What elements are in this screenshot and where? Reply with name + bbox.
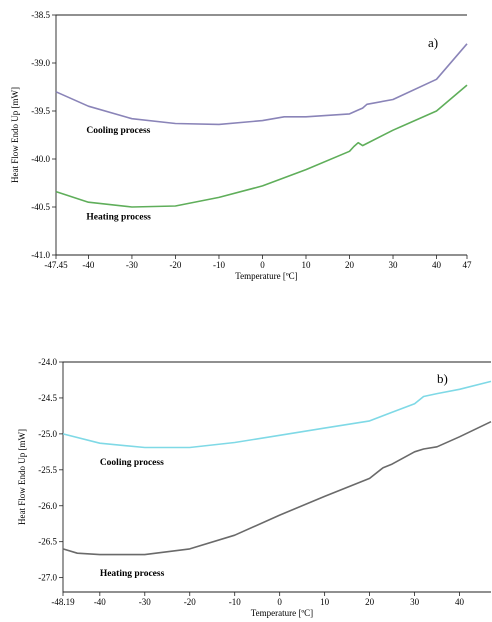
x-tick-label: 20 <box>345 260 355 270</box>
chart-panel-a: -47.45 -40 -30 -20 -10 0 10 20 30 40 47 -41.0 -40.5… <box>10 10 472 281</box>
panel-label: a) <box>428 35 438 50</box>
x-tick-label: 30 <box>410 597 420 607</box>
x-tick-label: 10 <box>320 597 330 607</box>
cooling-series-line <box>62 380 492 449</box>
x-axis-label: Temperature [ºC] <box>251 608 313 618</box>
x-tick-label: 0 <box>277 597 282 607</box>
x-tick-label: 40 <box>455 597 465 607</box>
y-tick-label: -25.5 <box>38 465 57 475</box>
y-axis-label: Heat Flow Endo Up [mW] <box>10 87 20 183</box>
x-tick-label: -10 <box>213 260 225 270</box>
x-tick-label: 30 <box>389 260 399 270</box>
x-tick-label: 10 <box>301 260 311 270</box>
x-tick-label: -48.19 <box>51 597 75 607</box>
chart-panel-b: -48.19 -40 -30 -20 -10 0 10 20 30 40 -27.0-26.5-2… <box>17 357 492 618</box>
y-tick-label: -40.5 <box>31 202 50 212</box>
x-tick-label: -47.45 <box>44 260 68 270</box>
series-group <box>62 380 492 556</box>
y-axis-ticks: -41.0 -40.5 -40.0 -39.5 -39.0 -38.5 <box>31 10 56 260</box>
heating-series-line <box>55 84 468 208</box>
y-tick-label: -25.0 <box>38 429 57 439</box>
x-tick-label: -20 <box>184 597 196 607</box>
y-tick-label: -24.5 <box>38 393 57 403</box>
x-axis-ticks: -48.19 -40 -30 -20 -10 0 10 20 30 40 <box>51 592 465 607</box>
y-axis-label: Heat Flow Endo Up [mW] <box>17 429 27 525</box>
y-tick-label: -38.5 <box>31 10 50 20</box>
axes-frame <box>55 14 467 256</box>
x-tick-label: 40 <box>432 260 442 270</box>
cooling-series-line <box>55 43 468 126</box>
x-tick-label: -40 <box>94 597 106 607</box>
x-tick-label: 47 <box>463 260 473 270</box>
x-tick-label: 20 <box>365 597 375 607</box>
x-tick-label: -40 <box>82 260 94 270</box>
y-axis-ticks: -27.0 -26.5 -26.0 -25.5 -25.0 -24.5 -24.0 <box>38 357 63 583</box>
annotation-cooling: Cooling process <box>100 458 164 468</box>
panel-label: b) <box>437 371 448 386</box>
series-group <box>55 43 468 208</box>
x-tick-label: -10 <box>229 597 241 607</box>
y-tick-label: -24.0 <box>38 357 57 367</box>
y-tick-label: -39.0 <box>31 58 50 68</box>
y-tick-label: -40.0 <box>31 154 50 164</box>
x-tick-label: -30 <box>126 260 138 270</box>
x-axis-label: Temperature [ºC] <box>235 271 297 281</box>
annotation-heating: Heating process <box>86 212 151 222</box>
x-tick-label: 0 <box>260 260 265 270</box>
y-tick-label: -41.0 <box>31 250 50 260</box>
annotation-cooling: Cooling process <box>86 126 150 136</box>
x-axis-ticks: -47.45 -40 -30 -20 -10 0 10 20 30 40 47 <box>44 255 472 270</box>
x-tick-label: -20 <box>169 260 181 270</box>
y-tick-label: -26.0 <box>38 501 57 511</box>
y-tick-label: -27.0 <box>38 573 57 583</box>
axes-frame <box>62 361 491 593</box>
x-tick-label: -30 <box>139 597 151 607</box>
annotation-heating: Heating process <box>100 569 165 579</box>
heating-series-line <box>62 420 492 556</box>
y-tick-label: -39.5 <box>31 106 50 116</box>
y-tick-label: -26.5 <box>38 537 57 547</box>
